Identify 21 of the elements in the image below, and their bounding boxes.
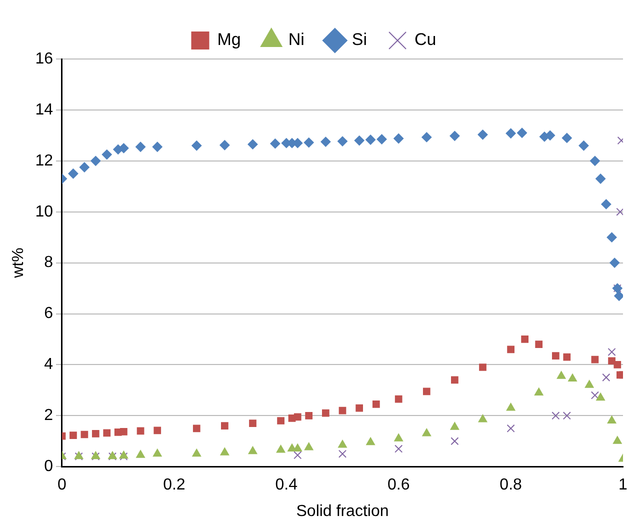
x-tick-label: 0: [58, 476, 67, 494]
x-tick-label: 0.4: [275, 476, 298, 494]
y-tick-label: 14: [35, 101, 54, 118]
y-axis-title: wt%: [10, 248, 28, 279]
y-tick-label: 0: [44, 458, 54, 476]
y-tick-label: 6: [44, 305, 54, 322]
y-tick-label: 8: [44, 254, 54, 272]
x-axis-title: Solid fraction: [296, 502, 389, 520]
y-tick-label: 2: [44, 407, 54, 424]
x-tick-label: 0.8: [500, 476, 522, 494]
y-tick-label: 12: [35, 152, 54, 170]
x-tick-label: 1: [618, 476, 628, 494]
y-tick-label: 10: [35, 203, 54, 220]
x-tick-label: 0.6: [387, 476, 410, 494]
legend-label: Si: [352, 30, 368, 50]
legend-label: Ni: [288, 30, 304, 50]
y-tick-label: 4: [44, 356, 54, 374]
x-tick-label: 0.2: [163, 476, 186, 494]
legend-label: Mg: [217, 30, 241, 50]
legend-label: Cu: [414, 30, 436, 50]
y-tick-label: 16: [35, 50, 54, 68]
